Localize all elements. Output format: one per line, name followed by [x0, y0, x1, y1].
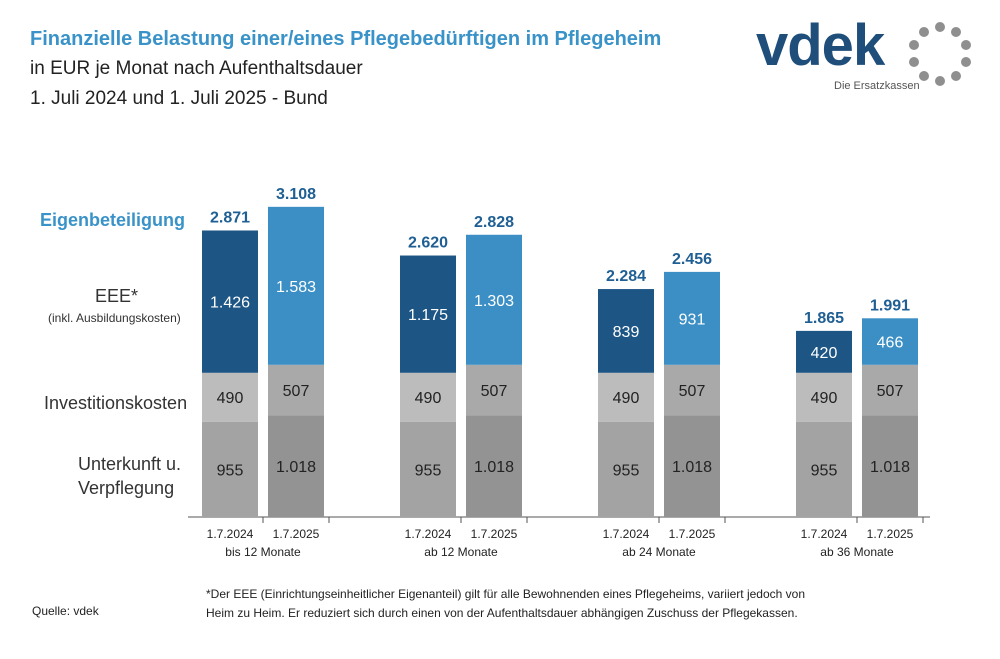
- group-label-g3: ab 24 Monate: [622, 545, 696, 559]
- bar-label-unt-g3-2025: 1.018: [672, 459, 712, 476]
- tick-label-g3-2025: 1.7.2025: [669, 527, 716, 541]
- bar-label-eee-g1-2024: 1.426: [210, 295, 250, 312]
- total-label-g2-2024: 2.620: [408, 235, 448, 252]
- bar-label-inv-g4-2024: 490: [811, 390, 838, 407]
- group-label-g2: ab 12 Monate: [424, 545, 498, 559]
- row-label-investitionskosten: Investitionskosten: [44, 393, 188, 413]
- row-label-eigenbeteiligung: Eigenbeteiligung: [40, 210, 186, 230]
- total-label-g1-2025: 3.108: [276, 186, 316, 203]
- tick-label-g1-2025: 1.7.2025: [273, 527, 320, 541]
- logo-wordmark: vdek: [756, 13, 885, 78]
- row-label-unterkunft: Unterkunft u. Verpflegung: [78, 452, 181, 500]
- bar-unt-g2-2024: [400, 421, 456, 517]
- tick-label-g4-2025: 1.7.2025: [867, 527, 914, 541]
- total-label-g2-2025: 2.828: [474, 214, 514, 231]
- bar-label-inv-g1-2024: 490: [217, 390, 244, 407]
- bar-eee-g1-2025: [268, 206, 324, 365]
- row-label-unterkunft-line1: Unterkunft u.: [78, 454, 182, 474]
- bar-inv-g2-2025: [466, 364, 522, 416]
- bar-label-inv-g2-2025: 507: [481, 383, 508, 400]
- bar-label-eee-g4-2025: 466: [877, 335, 904, 352]
- bar-label-inv-g1-2025: 507: [283, 383, 310, 400]
- bar-unt-g3-2024: [598, 421, 654, 517]
- tick-label-g3-2024: 1.7.2024: [603, 527, 650, 541]
- bar-unt-g4-2024: [796, 421, 852, 517]
- bar-label-eee-g2-2025: 1.303: [474, 293, 514, 310]
- bar-label-eee-g3-2025: 931: [679, 311, 706, 328]
- bar-eee-g3-2025: [664, 271, 720, 365]
- tick-label-g2-2024: 1.7.2024: [405, 527, 452, 541]
- bar-label-unt-g1-2025: 1.018: [276, 459, 316, 476]
- bar-unt-g3-2025: [664, 415, 720, 517]
- bar-label-inv-g4-2025: 507: [877, 383, 904, 400]
- group-label-g4: ab 36 Monate: [820, 545, 894, 559]
- tick-label-g1-2024: 1.7.2024: [207, 527, 254, 541]
- total-label-g4-2025: 1.991: [870, 297, 910, 314]
- bar-unt-g2-2025: [466, 415, 522, 517]
- footnote: *Der EEE (Einrichtungseinheitlicher Eige…: [206, 585, 926, 623]
- bar-label-unt-g1-2024: 955: [217, 462, 244, 479]
- total-label-g4-2024: 1.865: [804, 310, 844, 327]
- bar-eee-g4-2024: [796, 330, 852, 373]
- tick-label-g4-2024: 1.7.2024: [801, 527, 848, 541]
- row-label-eee-sub: (inkl. Ausbildungskosten): [48, 311, 181, 325]
- bar-label-inv-g3-2025: 507: [679, 383, 706, 400]
- bar-inv-g2-2024: [400, 372, 456, 422]
- bar-eee-g4-2025: [862, 318, 918, 365]
- row-label-eee: EEE*: [95, 286, 139, 306]
- bar-inv-g4-2025: [862, 364, 918, 416]
- total-label-g3-2025: 2.456: [672, 251, 712, 268]
- row-label-unterkunft-line2: Verpflegung: [78, 478, 175, 498]
- tick-label-g2-2025: 1.7.2025: [471, 527, 518, 541]
- bar-label-unt-g3-2024: 955: [613, 462, 640, 479]
- chart-subtitle-unit: in EUR je Monat nach Aufenthaltsdauer: [30, 58, 363, 79]
- bar-eee-g2-2024: [400, 255, 456, 373]
- bar-eee-g3-2024: [598, 289, 654, 373]
- source-note: Quelle: vdek: [32, 604, 99, 618]
- bar-inv-g1-2025: [268, 364, 324, 416]
- bar-label-unt-g4-2025: 1.018: [870, 459, 910, 476]
- bar-label-unt-g2-2025: 1.018: [474, 459, 514, 476]
- bar-label-eee-g4-2024: 420: [811, 345, 838, 362]
- bar-label-unt-g4-2024: 955: [811, 462, 838, 479]
- bar-inv-g3-2024: [598, 372, 654, 422]
- bar-eee-g2-2025: [466, 234, 522, 365]
- footnote-line2: Heim zu Heim. Er reduziert sich durch ei…: [206, 606, 798, 620]
- bar-unt-g1-2025: [268, 415, 324, 517]
- vdek-logo: vdek Die Ersatzkassen: [756, 13, 981, 98]
- bar-inv-g3-2025: [664, 364, 720, 416]
- total-label-g3-2024: 2.284: [606, 268, 646, 285]
- chart-subtitle-dates: 1. Juli 2024 und 1. Juli 2025 - Bund: [30, 88, 328, 109]
- chart-title: Finanzielle Belastung einer/eines Pflege…: [30, 28, 662, 50]
- bar-inv-g4-2024: [796, 372, 852, 422]
- group-label-g1: bis 12 Monate: [225, 545, 301, 559]
- logo-ring-icon: [909, 22, 971, 86]
- total-label-g1-2024: 2.871: [210, 209, 250, 226]
- bar-label-eee-g3-2024: 839: [613, 324, 640, 341]
- footnote-line1: *Der EEE (Einrichtungseinheitlicher Eige…: [206, 587, 805, 601]
- bar-label-unt-g2-2024: 955: [415, 462, 442, 479]
- bar-label-eee-g2-2024: 1.175: [408, 307, 448, 324]
- bar-unt-g4-2025: [862, 415, 918, 517]
- bar-unt-g1-2024: [202, 421, 258, 517]
- bar-label-inv-g2-2024: 490: [415, 390, 442, 407]
- bar-inv-g1-2024: [202, 372, 258, 422]
- bar-eee-g1-2024: [202, 230, 258, 373]
- bar-label-inv-g3-2024: 490: [613, 390, 640, 407]
- bar-label-eee-g1-2025: 1.583: [276, 279, 316, 296]
- logo-tagline: Die Ersatzkassen: [834, 80, 920, 92]
